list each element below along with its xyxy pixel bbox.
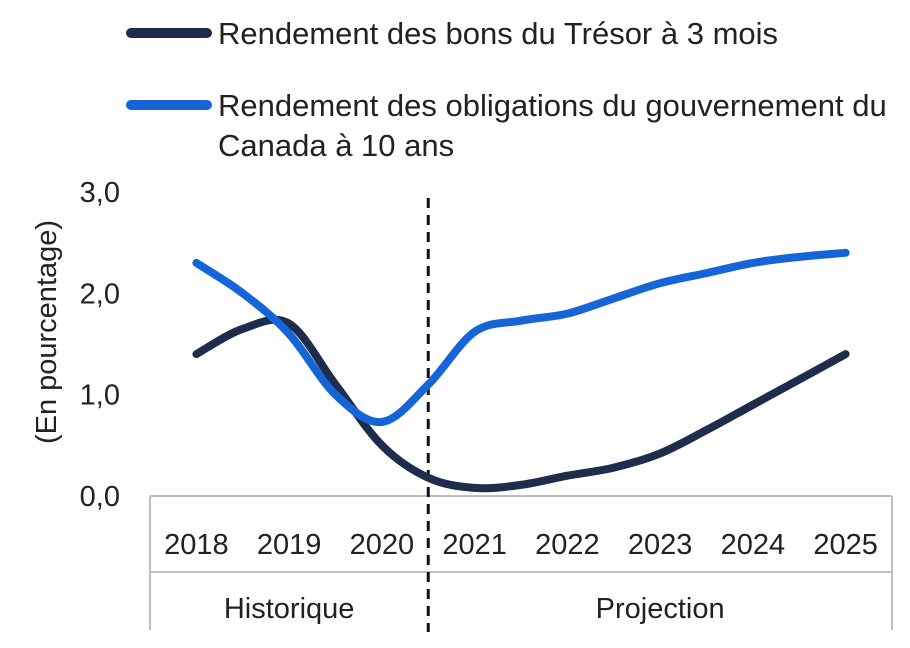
x-tick-label-2025: 2025 xyxy=(813,529,878,561)
axes xyxy=(149,198,893,632)
axis-labels: 0,0 1,0 2,0 3,0 2018 2019 2020 2021 2022 2023 2024… xyxy=(80,177,878,625)
y-tick-label: 0,0 xyxy=(80,481,120,513)
y-axis-title: (En pourcentage) xyxy=(31,220,63,444)
series-lines xyxy=(192,248,850,493)
group-label-1: Projection xyxy=(596,593,725,625)
group-label-0: Historique xyxy=(224,593,355,625)
legend-swatch-10y xyxy=(126,100,212,110)
x-tick-label-2022: 2022 xyxy=(535,529,600,561)
legend-item-3m: Rendement des bons du Trésor à 3 mois xyxy=(126,14,898,54)
x-tick-label-2024: 2024 xyxy=(721,529,786,561)
y-tick-label: 1,0 xyxy=(80,380,120,412)
legend-swatch-3m xyxy=(126,28,212,38)
x-tick-label-2023: 2023 xyxy=(628,529,693,561)
x-tick-label-2018: 2018 xyxy=(164,529,229,561)
series-line-10y-bond xyxy=(192,248,850,427)
x-tick-label-2019: 2019 xyxy=(257,529,322,561)
x-tick-label-2021: 2021 xyxy=(442,529,507,561)
series-line-3m-treasury xyxy=(192,315,850,493)
y-tick-label: 2,0 xyxy=(80,278,120,310)
x-tick-label-2020: 2020 xyxy=(350,529,415,561)
y-tick-label: 3,0 xyxy=(80,177,120,209)
legend-label-10y: Rendement des obligations du gouvernemen… xyxy=(218,88,887,163)
legend-label-3m: Rendement des bons du Trésor à 3 mois xyxy=(218,16,779,51)
legend-item-10y: Rendement des obligations du gouvernemen… xyxy=(126,86,898,166)
